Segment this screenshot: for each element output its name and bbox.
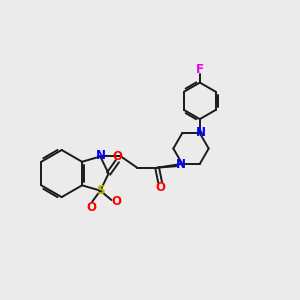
Text: O: O xyxy=(112,150,122,163)
Text: N: N xyxy=(96,149,106,162)
Text: O: O xyxy=(112,195,122,208)
Text: S: S xyxy=(96,184,105,197)
Text: O: O xyxy=(86,201,97,214)
Text: N: N xyxy=(196,126,206,139)
Text: O: O xyxy=(155,181,165,194)
Text: N: N xyxy=(176,158,186,171)
Text: F: F xyxy=(196,63,204,76)
